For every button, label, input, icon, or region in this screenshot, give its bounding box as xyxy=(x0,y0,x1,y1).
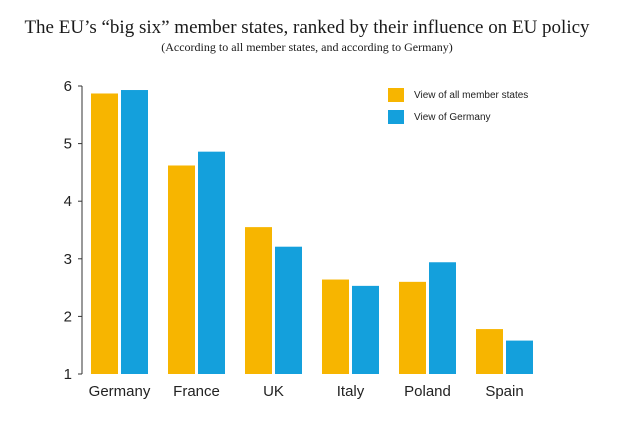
y-tick-label: 5 xyxy=(64,136,72,153)
bar-uk-view-of-germany xyxy=(275,246,302,374)
x-tick-label-spain: Spain xyxy=(485,383,523,400)
bar-france-view-of-germany xyxy=(198,151,225,374)
x-tick-label-italy: Italy xyxy=(337,383,365,400)
y-axis: 1 2 3 4 5 6 xyxy=(64,78,83,383)
legend-swatch-all-member-states xyxy=(388,88,404,102)
y-tick-label: 4 xyxy=(64,193,72,210)
bar-germany-view-of-all-member-states xyxy=(91,93,118,374)
x-tick-label-uk: UK xyxy=(263,383,284,400)
bar-spain-view-of-all-member-states xyxy=(476,329,503,374)
legend-swatch-germany xyxy=(388,110,404,124)
legend-label-all-member-states: View of all member states xyxy=(414,90,528,101)
x-tick-label-poland: Poland xyxy=(404,383,451,400)
chart-title: The EU’s “big six” member states, ranked… xyxy=(24,17,590,38)
bar-germany-view-of-germany xyxy=(121,90,148,375)
bar-poland-view-of-all-member-states xyxy=(399,281,426,374)
y-tick-label: 1 xyxy=(64,366,72,383)
bars xyxy=(91,90,533,375)
legend: View of all member states View of German… xyxy=(388,88,528,124)
chart-subtitle: (According to all member states, and acc… xyxy=(161,40,453,54)
bar-poland-view-of-germany xyxy=(429,262,456,374)
x-tick-label-france: France xyxy=(173,383,220,400)
bar-france-view-of-all-member-states xyxy=(168,165,195,374)
x-tick-label-germany: Germany xyxy=(89,383,151,400)
bar-italy-view-of-germany xyxy=(352,285,379,374)
x-axis-labels: Germany France UK Italy Poland Spain xyxy=(89,383,524,400)
y-tick-label: 2 xyxy=(64,308,72,325)
y-tick-label: 6 xyxy=(64,78,72,95)
bar-uk-view-of-all-member-states xyxy=(245,227,272,374)
legend-label-germany: View of Germany xyxy=(414,112,491,123)
bar-spain-view-of-germany xyxy=(506,340,533,374)
y-tick-label: 3 xyxy=(64,251,72,268)
bar-italy-view-of-all-member-states xyxy=(322,279,349,374)
